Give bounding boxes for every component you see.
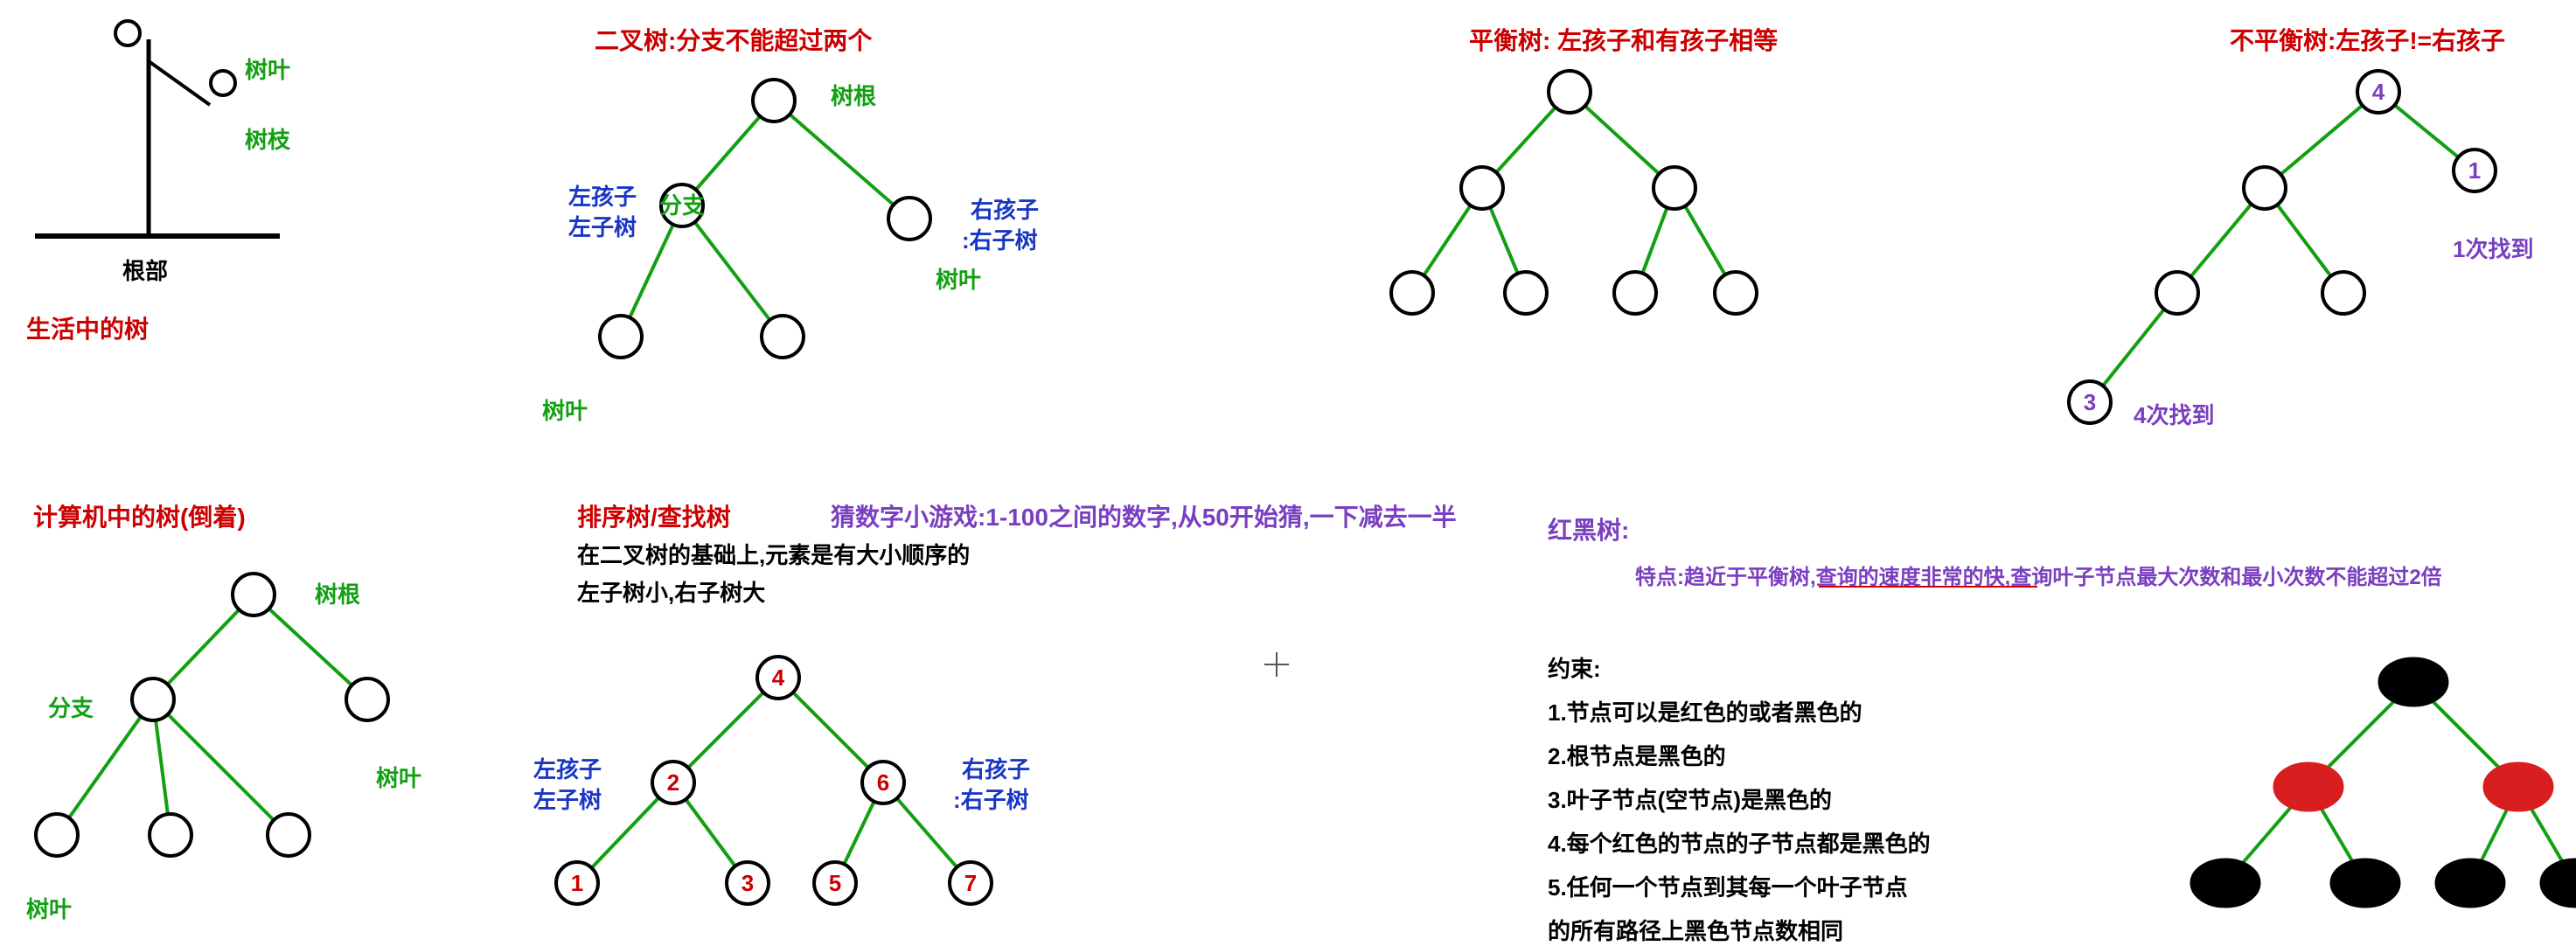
node-label: 分支: [659, 192, 705, 219]
node-label: 1: [2468, 157, 2481, 184]
rb-node: [2435, 859, 2505, 908]
tree-node: [1391, 272, 1433, 314]
rb-node: [2378, 657, 2448, 706]
text-label: :右子树: [962, 223, 1038, 255]
underline: [1819, 586, 2037, 588]
tree-node: [1461, 167, 1503, 209]
text-label: 平衡树: 左孩子和有孩子相等: [1469, 22, 1778, 57]
tree-node: [233, 574, 275, 616]
text-label: 左子树: [568, 210, 637, 242]
node-label: 6: [877, 769, 889, 796]
text-label: 树叶: [245, 52, 290, 85]
text-label: 红黑树:: [1548, 511, 1629, 546]
tree-node: [268, 814, 310, 856]
tree-node: [150, 814, 191, 856]
tree-node: [762, 316, 804, 358]
text-label: 计算机中的树(倒着): [33, 498, 246, 533]
text-label: 4次找到: [2134, 398, 2214, 430]
text-label: :右子树: [953, 783, 1029, 815]
text-label: 树根: [315, 577, 360, 609]
text-label: 1.节点可以是红色的或者黑色的: [1548, 695, 1862, 727]
leaf-icon: [115, 21, 140, 45]
text-label: 树叶: [936, 262, 981, 295]
tree-node: [1614, 272, 1656, 314]
text-label: 右孩子: [971, 192, 1039, 225]
node-label: 1: [571, 870, 583, 896]
rb-node: [2540, 859, 2576, 908]
text-label: 左孩子: [568, 179, 637, 212]
tree-node: [2244, 167, 2286, 209]
tree-edge: [254, 595, 367, 699]
text-label: 树叶: [542, 393, 588, 426]
text-label: 树叶: [376, 761, 421, 793]
text-label: 根部: [122, 254, 168, 286]
tree-node: [753, 80, 795, 122]
tree-node: [132, 678, 174, 720]
text-label: 约束:: [1548, 651, 1601, 684]
text-label: 不平衡树:左孩子!=右孩子: [2230, 22, 2505, 57]
rb-node: [2190, 859, 2260, 908]
rb-node: [2273, 762, 2343, 811]
node-label: 4: [772, 664, 785, 691]
tree-node: [1715, 272, 1757, 314]
tree-node: [1505, 272, 1547, 314]
text-label: 1次找到: [2453, 232, 2533, 264]
text-label: 树叶: [26, 892, 72, 924]
text-label: 分支: [48, 691, 94, 723]
leaf-icon: [211, 71, 235, 95]
tree-node: [1654, 167, 1695, 209]
node-label: 4: [2372, 79, 2385, 105]
tree-node: [36, 814, 78, 856]
node-label: 2: [667, 769, 679, 796]
text-label: 在二叉树的基础上,元素是有大小顺序的: [577, 538, 970, 570]
rb-node: [2483, 762, 2553, 811]
text-label: 猜数字小游戏:1-100之间的数字,从50开始猜,一下减去一半: [831, 498, 1457, 533]
text-label: 5.任何一个节点到其每一个叶子节点: [1548, 870, 1908, 902]
node-label: 3: [2084, 389, 2096, 415]
branch: [149, 61, 210, 105]
tree-node: [1549, 71, 1591, 113]
text-label: 4.每个红色的节点的子节点都是黑色的: [1548, 826, 1931, 859]
text-label: 生活中的树: [26, 310, 149, 345]
tree-node: [2322, 272, 2364, 314]
text-label: 2.根节点是黑色的: [1548, 739, 1726, 771]
text-label: 左子树: [533, 783, 602, 815]
node-label: 3: [741, 870, 754, 896]
node-label: 5: [829, 870, 841, 896]
node-label: 7: [964, 870, 977, 896]
rb-node: [2330, 859, 2400, 908]
text-label: 树根: [831, 79, 876, 111]
text-label: 树枝: [245, 122, 290, 155]
text-label: 左孩子: [533, 752, 602, 784]
tree-edge: [682, 205, 783, 337]
text-label: 排序树/查找树: [577, 498, 731, 533]
text-label: 右孩子: [962, 752, 1030, 784]
text-label: 二叉树:分支不能超过两个: [595, 22, 872, 57]
text-label: 3.叶子节点(空节点)是黑色的: [1548, 783, 1832, 815]
tree-node: [888, 198, 930, 240]
text-label: 特点:趋近于平衡树,查询的速度非常的快,查询叶子节点最大次数和最小次数不能超过2…: [1635, 560, 2442, 590]
text-label: 左子树小,右子树大: [577, 575, 765, 608]
tree-edge: [774, 101, 909, 219]
tree-node: [600, 316, 642, 358]
tree-node: [346, 678, 388, 720]
tree-node: [2156, 272, 2198, 314]
text-label: 的所有路径上黑色节点数相同: [1548, 914, 1843, 946]
